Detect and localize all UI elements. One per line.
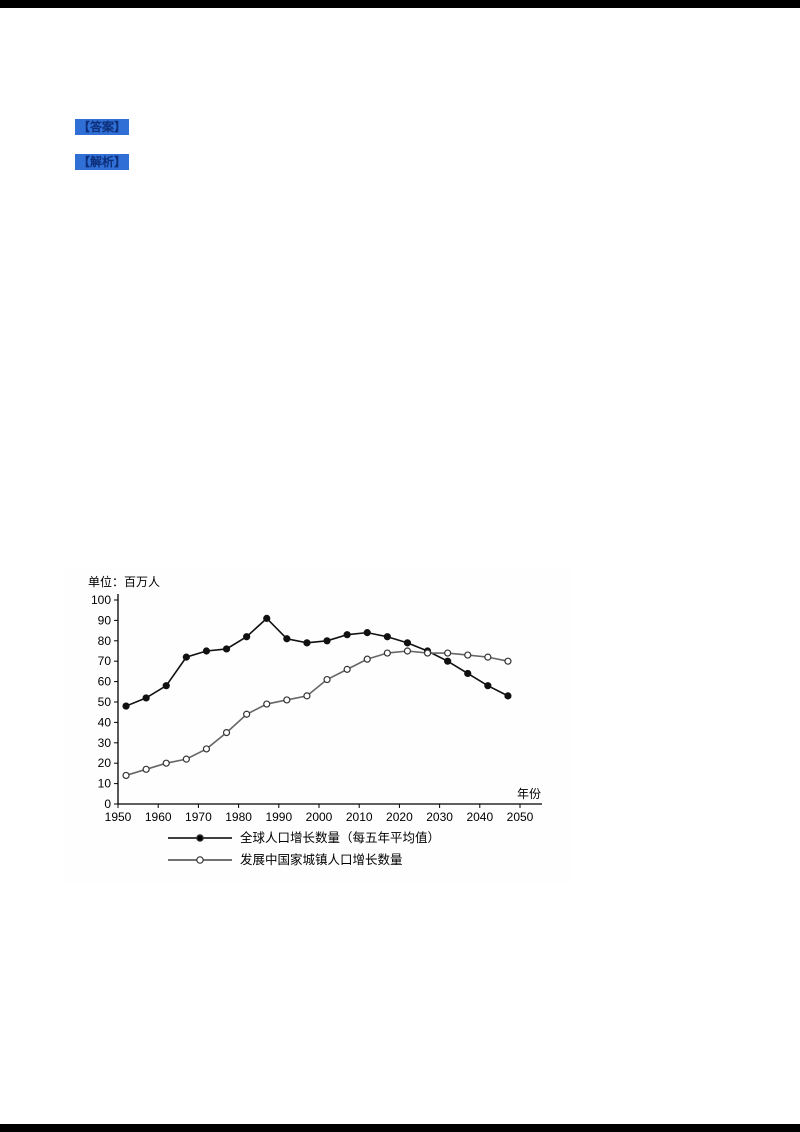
data-point bbox=[323, 637, 331, 645]
analysis-link[interactable]: 【解析】 bbox=[75, 154, 130, 170]
y-tick-label: 50 bbox=[98, 695, 112, 709]
x-tick-label: 1970 bbox=[185, 810, 212, 824]
data-point bbox=[464, 651, 472, 659]
x-tick-label: 1980 bbox=[225, 810, 252, 824]
data-point bbox=[444, 649, 452, 657]
y-tick-label: 30 bbox=[98, 736, 112, 750]
data-point bbox=[363, 629, 371, 637]
y-tick-label: 40 bbox=[98, 715, 112, 729]
data-point bbox=[383, 633, 391, 641]
data-point bbox=[484, 653, 492, 661]
x-axis-label: 年份 bbox=[517, 787, 541, 801]
data-point bbox=[403, 639, 412, 647]
data-point bbox=[323, 675, 331, 684]
y-tick-label: 20 bbox=[98, 756, 112, 770]
bottom-border-bar bbox=[0, 1124, 800, 1132]
data-point bbox=[142, 694, 150, 702]
data-point bbox=[202, 745, 211, 753]
data-point bbox=[122, 771, 130, 780]
x-tick-label: 2040 bbox=[466, 810, 493, 824]
data-point bbox=[162, 682, 170, 690]
data-point bbox=[263, 614, 271, 622]
x-tick-label: 1960 bbox=[145, 810, 172, 824]
x-tick-label: 1950 bbox=[105, 810, 132, 824]
filled-dot-icon bbox=[196, 834, 204, 842]
x-tick-label: 2010 bbox=[346, 810, 373, 824]
data-point bbox=[343, 631, 351, 639]
data-point bbox=[303, 639, 311, 647]
data-point bbox=[283, 635, 291, 643]
data-point bbox=[363, 655, 371, 663]
data-point bbox=[383, 649, 391, 657]
data-point bbox=[464, 669, 472, 678]
x-tick-label: 2050 bbox=[507, 810, 534, 824]
data-point bbox=[444, 657, 452, 665]
data-point bbox=[122, 702, 130, 710]
data-point bbox=[182, 653, 190, 661]
data-point bbox=[243, 710, 251, 718]
data-point bbox=[504, 657, 512, 665]
y-tick-label: 0 bbox=[104, 797, 111, 811]
y-tick-label: 10 bbox=[98, 777, 112, 791]
y-tick-label: 60 bbox=[98, 675, 112, 689]
x-tick-label: 2030 bbox=[426, 810, 453, 824]
unit-label: 单位：百万人 bbox=[88, 574, 160, 589]
data-point bbox=[222, 729, 231, 737]
data-point bbox=[182, 755, 190, 763]
series-line-1 bbox=[125, 650, 509, 777]
data-point bbox=[283, 696, 291, 704]
data-point bbox=[423, 649, 432, 657]
data-point bbox=[243, 633, 251, 641]
y-tick-label: 70 bbox=[98, 654, 112, 668]
population-growth-chart: 0 10 20 30 40 50 60 70 80 90 100 1950 1960 1970 1980 19… bbox=[64, 568, 570, 882]
top-border-bar bbox=[0, 0, 800, 8]
answer-link[interactable]: 【答案】 bbox=[75, 119, 130, 135]
data-point bbox=[303, 692, 311, 700]
data-point bbox=[263, 700, 271, 708]
y-tick-label: 100 bbox=[91, 593, 111, 607]
x-tick-label: 2000 bbox=[306, 810, 333, 824]
legend-label-1: 发展中国家城镇人口增长数量 bbox=[240, 852, 403, 867]
y-tick-label: 90 bbox=[98, 613, 112, 627]
data-point bbox=[142, 765, 150, 773]
data-point bbox=[504, 692, 512, 700]
y-tick-label: 80 bbox=[98, 634, 112, 648]
data-point bbox=[202, 647, 211, 655]
x-tick-label: 2020 bbox=[386, 810, 413, 824]
data-point bbox=[484, 682, 492, 690]
legend-label-0: 全球人口增长数量（每五年平均值） bbox=[240, 830, 440, 845]
x-tick-label: 1990 bbox=[265, 810, 292, 824]
data-point bbox=[403, 647, 412, 655]
data-point bbox=[343, 665, 351, 673]
open-dot-icon bbox=[196, 856, 204, 864]
data-point bbox=[222, 645, 231, 653]
data-point bbox=[162, 759, 170, 767]
